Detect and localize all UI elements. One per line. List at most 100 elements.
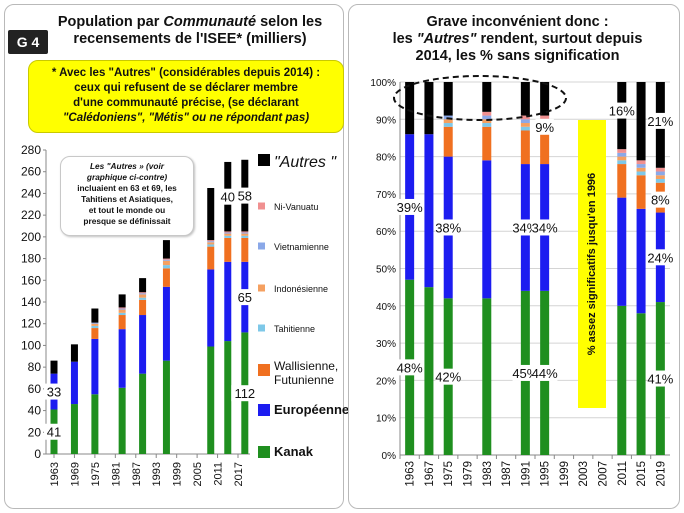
note-line3: d'une communauté précise, (se déclarant <box>73 97 299 109</box>
bar-segment-wallisienne <box>207 246 215 270</box>
y-tick-label: 40% <box>376 302 396 313</box>
legend-label-nivanuatu: Ni-Vanuatu <box>274 202 318 212</box>
callout-line6: presque se définissait <box>83 216 171 226</box>
bar-segment-indonesienne <box>241 233 249 236</box>
bar-segment-vietnamienne <box>118 308 126 310</box>
y-tick-label: 180 <box>21 252 41 266</box>
bar-segment-tahitienne <box>655 178 665 183</box>
bar-segment-vietnamienne <box>655 171 665 176</box>
y-tick-label: 160 <box>21 273 41 287</box>
legend-label-europeenne: Européenne <box>274 402 349 417</box>
data-label: 40 <box>221 190 235 205</box>
y-tick-label: 140 <box>21 295 41 309</box>
bar-segment-indonesienne <box>655 175 665 179</box>
bar-segment-vietnamienne <box>91 322 99 324</box>
note-line4: "Calédoniens", "Métis" ou ne répondant p… <box>62 112 310 124</box>
data-label-bg <box>651 191 670 208</box>
bar-segment-kanak <box>224 341 232 454</box>
x-tick-label: 2011 <box>213 462 225 486</box>
bar-segment-nivanuatu <box>224 231 232 233</box>
x-tick-label: 1967 <box>424 461 436 487</box>
bar-segment-indonesienne <box>118 309 126 313</box>
callout-line4: Tahitiens et Asiatiques, <box>81 194 173 204</box>
bar-segment-nivanuatu <box>636 160 646 165</box>
x-tick-label: 1969 <box>69 462 81 486</box>
bar-segment-wallisienne <box>617 164 627 198</box>
legend-swatch-nivanuatu <box>258 202 265 210</box>
bar-segment-vietnamienne <box>207 241 215 243</box>
bar-segment-kanak <box>207 346 215 454</box>
x-tick-label: 2015 <box>636 461 648 487</box>
x-tick-label: 1987 <box>131 462 143 486</box>
bar-segment-nivanuatu <box>207 240 215 242</box>
bar-segment-wallisienne <box>162 268 170 287</box>
bar-segment-indonesienne <box>91 323 99 326</box>
data-label-bg <box>647 112 674 129</box>
significance-note-box <box>578 120 606 408</box>
y-tick-label: 30% <box>376 339 396 350</box>
data-label-bg <box>234 187 255 204</box>
data-label-bg <box>234 289 255 306</box>
legend-label-wallisienne: Wallisienne, <box>274 359 338 373</box>
x-tick-label: 1983 <box>482 461 494 487</box>
bar-segment-wallisienne <box>224 237 232 262</box>
significance-note: % assez significatifs jusqu'en 1996 <box>586 172 598 356</box>
bar-segment-tahitienne <box>224 235 232 238</box>
percentage-bar-chart: 0% 10% 20% 30% 40% 50% 60% 70% 80% 90% 100% 1963 196… <box>370 75 674 487</box>
bar-segment-europeenne <box>91 338 99 395</box>
bar-segment-nivanuatu <box>655 167 665 172</box>
data-label-bg <box>535 118 554 135</box>
bar-segment-indonesienne <box>162 260 170 266</box>
bar-segment-indonesienne <box>482 119 492 124</box>
x-tick-label: 2007 <box>598 461 610 487</box>
bar-segment-wallisienne <box>520 130 530 165</box>
bar-segment-kanak <box>617 305 627 455</box>
legend-swatch-tahitienne <box>258 324 265 332</box>
bar-segment-nivanuatu <box>118 307 126 309</box>
x-tick-label: 1963 <box>405 461 417 487</box>
bar-segment-europeenne <box>636 208 646 314</box>
bar-segment-europeenne <box>207 269 215 347</box>
data-label: 65 <box>238 290 252 305</box>
y-tick-label: 260 <box>21 165 41 179</box>
y-tick-label: 100% <box>370 78 396 89</box>
legend-swatch-vietnamienne <box>258 242 265 250</box>
bar-segment-europeenne <box>224 261 232 342</box>
right-chart-title: Grave inconvénient donc : les "Autres" r… <box>380 14 655 65</box>
left-title-part3: selon les <box>256 14 323 30</box>
bar-segment-vietnamienne <box>617 152 627 157</box>
bar-segment-wallisienne <box>482 126 492 161</box>
bar-segment-nivanuatu <box>482 111 492 116</box>
y-tick-label: 120 <box>21 317 41 331</box>
data-label: 58 <box>238 189 252 204</box>
bar-segment-autres <box>91 308 99 323</box>
x-tick-label: 2011 <box>617 461 629 486</box>
callout-line5: et tout le monde ou <box>88 205 166 215</box>
data-label-bg <box>647 370 674 387</box>
data-label-bg <box>647 249 674 266</box>
bar-segment-indonesienne <box>139 294 147 298</box>
data-label-bg <box>44 383 64 400</box>
y-tick-label: 20 <box>28 425 42 439</box>
y-tick-label: 60% <box>376 227 396 238</box>
data-label-bg <box>396 359 423 376</box>
y-tick-label: 40 <box>28 404 42 418</box>
bar-segment-autres <box>443 82 453 116</box>
legend-label-vietnamienne: Vietnamienne <box>274 242 329 252</box>
bar-segment-vietnamienne <box>636 164 646 168</box>
legend-swatch-indonesienne <box>258 284 265 292</box>
bar-segment-autres <box>118 294 126 308</box>
data-label-bg <box>44 423 64 440</box>
bar-segment-autres <box>139 278 147 293</box>
data-label: 48% <box>397 360 423 375</box>
population-bar-chart: 0 20 40 60 80 100 120 140 160 180 200 220 240 260 280 1… <box>21 143 349 486</box>
data-label-bg <box>231 385 259 402</box>
callout-line3: incluaient en 63 et 69, les <box>77 183 177 193</box>
data-label: 21% <box>647 114 673 129</box>
bar-segment-nivanuatu <box>162 258 170 260</box>
bar-segment-nivanuatu <box>540 115 550 120</box>
bar-segment-autres <box>482 82 492 112</box>
data-label: 16% <box>609 104 635 119</box>
data-label-bg <box>217 188 238 205</box>
bar-segment-europeenne <box>482 160 492 299</box>
